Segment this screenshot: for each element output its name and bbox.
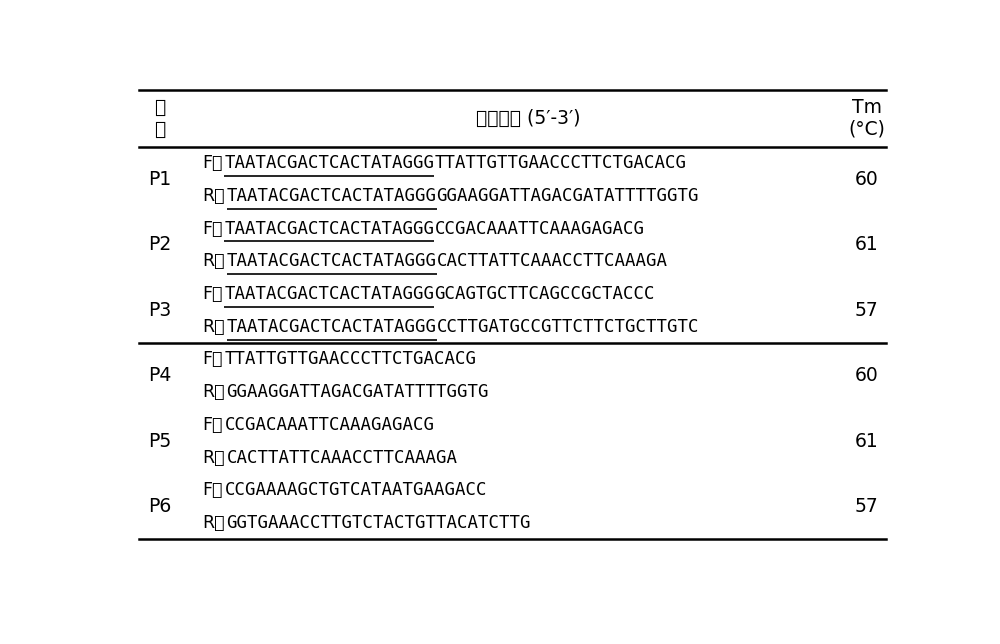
Text: TAATACGACTCACTATAGGG: TAATACGACTCACTATAGGG [224,220,434,238]
Text: P5: P5 [148,431,172,451]
Text: TAATACGACTCACTATAGGG: TAATACGACTCACTATAGGG [227,187,437,205]
Text: P4: P4 [148,366,172,385]
Text: TAATACGACTCACTATAGGG: TAATACGACTCACTATAGGG [224,154,434,172]
Text: GGAAGGATTAGACGATATTTTGGTG: GGAAGGATTAGACGATATTTTGGTG [227,383,489,401]
Text: CCGACAAATTCAAAGAGACG: CCGACAAATTCAAAGAGACG [224,416,434,434]
Text: TTATTGTTGAACCCTTCTGACACG: TTATTGTTGAACCCTTCTGACACG [434,154,686,172]
Text: CACTTATTCAAACCTTCAAAGA: CACTTATTCAAACCTTCAAAGA [227,449,458,467]
Text: R：: R： [202,317,225,336]
Text: 57: 57 [855,301,879,320]
Text: F：: F： [202,350,223,368]
Text: F：: F： [202,416,223,434]
Text: F：: F： [202,481,223,499]
Text: R：: R： [202,252,225,270]
Text: R：: R： [202,514,225,532]
Text: TAATACGACTCACTATAGGG: TAATACGACTCACTATAGGG [227,252,437,270]
Text: 60: 60 [855,170,879,189]
Text: P2: P2 [148,236,172,254]
Text: 61: 61 [855,431,879,451]
Text: F：: F： [202,220,223,238]
Text: GGTGAAACCTTGTCTACTGTTACATCTTG: GGTGAAACCTTGTCTACTGTTACATCTTG [227,514,531,532]
Text: Tm: Tm [852,98,882,117]
Text: TTATTGTTGAACCCTTCTGACACG: TTATTGTTGAACCCTTCTGACACG [224,350,476,368]
Text: TAATACGACTCACTATAGGG: TAATACGACTCACTATAGGG [227,317,437,336]
Text: P3: P3 [148,301,172,320]
Text: P1: P1 [148,170,172,189]
Text: F：: F： [202,154,223,172]
Text: CCTTGATGCCGTTCTTCTGCTTGTC: CCTTGATGCCGTTCTTCTGCTTGTC [437,317,699,336]
Text: GCAGTGCTTCAGCCGCTACCC: GCAGTGCTTCAGCCGCTACCC [434,285,655,303]
Text: P6: P6 [148,497,172,516]
Text: 基: 基 [154,98,166,117]
Text: 引物序列 (5′-3′): 引物序列 (5′-3′) [476,109,580,128]
Text: R：: R： [202,449,225,467]
Text: CCGAAAAGCTGTCATAATGAAGACC: CCGAAAAGCTGTCATAATGAAGACC [224,481,487,499]
Text: (°C): (°C) [848,120,885,138]
Text: CCGACAAATTCAAAGAGACG: CCGACAAATTCAAAGAGACG [434,220,644,238]
Text: 60: 60 [855,366,879,385]
Text: R：: R： [202,187,225,205]
Text: GGAAGGATTAGACGATATTTTGGTG: GGAAGGATTAGACGATATTTTGGTG [437,187,699,205]
Text: TAATACGACTCACTATAGGG: TAATACGACTCACTATAGGG [224,285,434,303]
Text: 因: 因 [154,120,166,138]
Text: F：: F： [202,285,223,303]
Text: CACTTATTCAAACCTTCAAAGA: CACTTATTCAAACCTTCAAAGA [437,252,668,270]
Text: 61: 61 [855,236,879,254]
Text: 57: 57 [855,497,879,516]
Text: R：: R： [202,383,225,401]
